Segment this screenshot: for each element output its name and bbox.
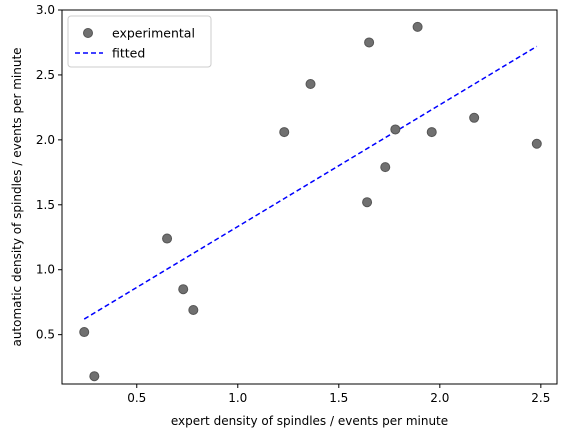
x-tick-label: 0.5 [127, 391, 146, 405]
data-point-13 [426, 127, 437, 138]
y-tick-label: 2.0 [36, 133, 55, 147]
axes-frame [61, 9, 558, 385]
x-tick-label: 1.0 [228, 391, 247, 405]
x-axis: 0.5 1.0 1.5 2.0 2.5 [127, 384, 550, 405]
data-point-12 [412, 21, 423, 32]
legend-frame [67, 15, 212, 68]
y-tick-label: 3.0 [36, 3, 55, 17]
legend: experimental fitted [67, 15, 212, 68]
x-tick-label: 1.5 [329, 391, 348, 405]
data-point-15 [531, 138, 542, 149]
legend-label-fitted: fitted [112, 46, 145, 61]
data-point-2 [89, 371, 100, 382]
data-point-9 [364, 37, 375, 48]
data-point-14 [469, 112, 480, 123]
data-point-8 [362, 197, 373, 208]
y-axis-label: automatic density of spindles / events p… [10, 47, 24, 346]
data-point-3 [162, 233, 173, 244]
data-point-10 [380, 162, 391, 173]
y-axis: 0.5 1.0 1.5 2.0 2.5 3.0 [36, 3, 62, 342]
y-tick-label: 1.5 [36, 198, 55, 212]
data-point-7 [305, 79, 316, 90]
plot-area [79, 21, 542, 382]
data-point-5 [188, 304, 199, 315]
fitted-line [83, 45, 538, 320]
x-axis-label: expert density of spindles / events per … [171, 414, 448, 428]
data-point-11 [390, 124, 401, 135]
legend-marker-experimental [83, 28, 93, 38]
data-point-1 [79, 327, 90, 338]
legend-label-experimental: experimental [112, 26, 195, 41]
y-tick-label: 0.5 [36, 328, 55, 342]
data-point-4 [178, 284, 189, 295]
data-point-6 [279, 127, 290, 138]
y-tick-label: 2.5 [36, 68, 55, 82]
x-tick-label: 2.0 [430, 391, 449, 405]
x-tick-label: 2.5 [531, 391, 550, 405]
y-tick-label: 1.0 [36, 263, 55, 277]
